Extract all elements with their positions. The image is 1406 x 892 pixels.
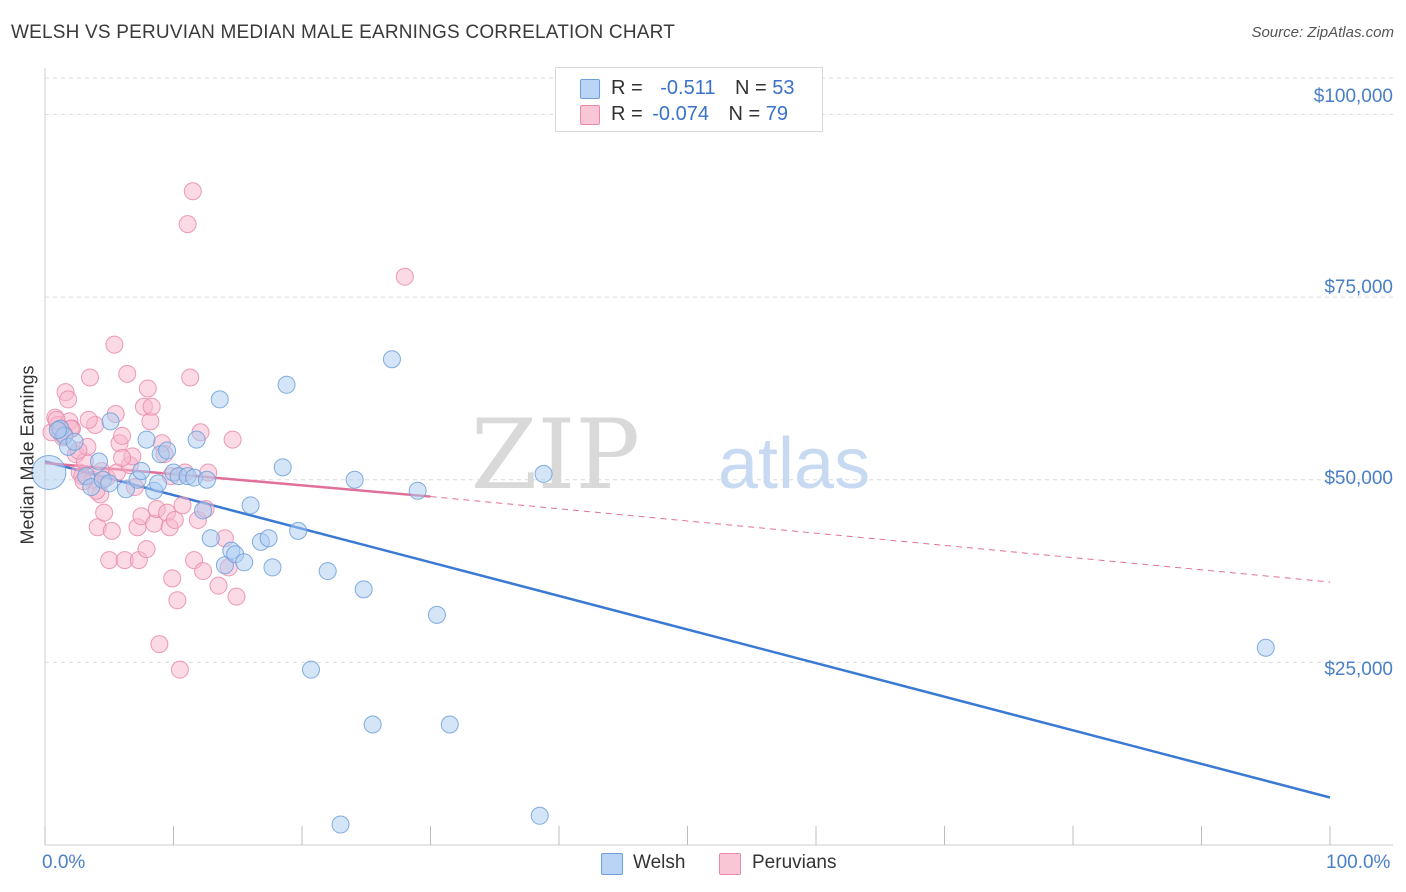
welsh-point bbox=[65, 432, 84, 451]
welsh-point bbox=[289, 521, 308, 540]
welsh-point bbox=[534, 464, 553, 483]
welsh-point bbox=[158, 441, 177, 460]
welsh-point bbox=[101, 412, 120, 431]
welsh-trend-line bbox=[44, 460, 1331, 799]
welsh-point bbox=[197, 470, 216, 489]
peruvian-point bbox=[194, 562, 213, 581]
welsh-point bbox=[116, 480, 135, 499]
peruvian-point bbox=[102, 521, 121, 540]
welsh-point bbox=[100, 474, 119, 493]
welsh-point bbox=[259, 529, 278, 548]
peruvian-point bbox=[80, 368, 99, 387]
welsh-point bbox=[241, 496, 260, 515]
welsh-r-label: R = bbox=[611, 77, 643, 99]
welsh-point bbox=[277, 375, 296, 394]
peruvian-point bbox=[168, 591, 187, 610]
peruvian-point bbox=[138, 379, 157, 398]
x-tick-label-max: 100.0% bbox=[1326, 852, 1391, 873]
welsh-point bbox=[1256, 638, 1275, 657]
welsh-r-value: -0.511 bbox=[660, 77, 716, 99]
watermark-zip: ZIP bbox=[471, 399, 640, 511]
peruvian-point bbox=[223, 430, 242, 449]
welsh-swatch bbox=[580, 79, 600, 99]
welsh-point bbox=[187, 430, 206, 449]
peruvian-point bbox=[150, 635, 169, 654]
welsh-point bbox=[301, 660, 320, 679]
peruvian-n-value: 79 bbox=[765, 103, 789, 125]
peruvian-point bbox=[165, 510, 184, 529]
x-tick-label-min: 0.0% bbox=[42, 852, 86, 873]
welsh-point bbox=[345, 470, 364, 489]
peruvian-trend-line-extended bbox=[430, 496, 1331, 583]
welsh-n-value: 53 bbox=[772, 77, 795, 99]
welsh-n-label: N = bbox=[735, 77, 767, 99]
peruvian-point bbox=[181, 368, 200, 387]
y-tick-label: $25,000 bbox=[1324, 659, 1393, 680]
peruvian-n-label: N = bbox=[728, 103, 761, 125]
welsh-point bbox=[408, 481, 427, 500]
peruvian-point bbox=[163, 569, 182, 588]
welsh-point bbox=[273, 458, 292, 477]
peruvian-point bbox=[118, 364, 137, 383]
welsh-point bbox=[331, 815, 350, 834]
welsh-point bbox=[201, 529, 220, 548]
welsh-legend-swatch bbox=[601, 853, 623, 875]
welsh-point bbox=[235, 553, 254, 572]
peruvian-point bbox=[178, 215, 197, 234]
peruvian-r-value: -0.074 bbox=[652, 103, 709, 125]
welsh-point bbox=[132, 461, 151, 480]
welsh-point bbox=[530, 806, 549, 825]
peruvian-point bbox=[170, 660, 189, 679]
peruvian-point bbox=[79, 410, 98, 429]
peruvian-legend-label: Peruvians bbox=[752, 852, 837, 873]
watermark-atlas: atlas bbox=[718, 424, 870, 504]
peruvian-point bbox=[59, 390, 78, 409]
peruvian-legend-swatch bbox=[719, 853, 741, 875]
source-label: Source: ZipAtlas.com bbox=[1251, 24, 1394, 41]
trend-lines bbox=[44, 460, 1331, 799]
stats-legend: R = -0.511 N = 53 R = -0.074 N = 79 bbox=[555, 67, 823, 132]
peruvian-point bbox=[183, 182, 202, 201]
welsh-point bbox=[427, 605, 446, 624]
peruvian-point bbox=[227, 587, 246, 606]
welsh-point bbox=[263, 558, 282, 577]
welsh-point bbox=[440, 715, 459, 734]
welsh-point bbox=[194, 501, 213, 520]
peruvian-point bbox=[209, 576, 228, 595]
welsh-point bbox=[137, 430, 156, 449]
welsh-point bbox=[382, 350, 401, 369]
chart-title: WELSH VS PERUVIAN MEDIAN MALE EARNINGS C… bbox=[11, 22, 676, 43]
peruvian-point bbox=[100, 551, 119, 570]
peruvian-point bbox=[137, 540, 156, 559]
welsh-legend-label: Welsh bbox=[633, 852, 686, 873]
peruvian-point bbox=[105, 335, 124, 354]
y-axis-label: Median Male Earnings bbox=[17, 365, 38, 545]
peruvian-point bbox=[142, 397, 161, 416]
y-tick-label: $50,000 bbox=[1324, 468, 1393, 489]
peruvian-swatch bbox=[580, 105, 600, 125]
welsh-point bbox=[48, 421, 67, 440]
welsh-point bbox=[31, 454, 67, 490]
peruvian-point bbox=[395, 267, 414, 286]
welsh-point bbox=[318, 562, 337, 581]
watermark: ZIP atlas bbox=[471, 399, 870, 511]
peruvian-point bbox=[173, 496, 192, 515]
peruvian-point bbox=[95, 503, 114, 522]
welsh-point bbox=[210, 390, 229, 409]
data-points bbox=[31, 182, 1275, 834]
y-tick-label: $100,000 bbox=[1313, 86, 1393, 107]
peruvian-point bbox=[113, 426, 132, 445]
welsh-point bbox=[354, 580, 373, 599]
peruvian-point bbox=[113, 448, 132, 467]
peruvian-r-label: R = bbox=[611, 103, 643, 125]
y-tick-label: $75,000 bbox=[1324, 277, 1393, 298]
welsh-point bbox=[149, 474, 168, 493]
grid-lines bbox=[45, 77, 1393, 663]
welsh-point bbox=[363, 715, 382, 734]
welsh-point bbox=[89, 452, 108, 471]
